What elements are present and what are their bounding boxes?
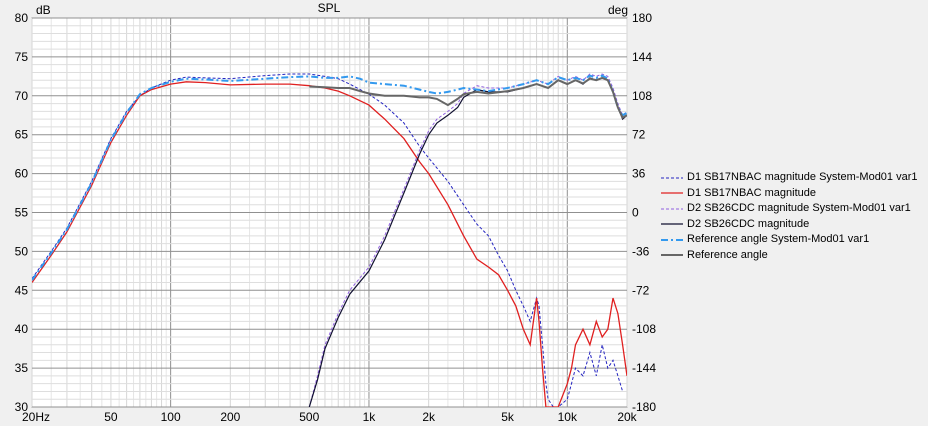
series-line-2 xyxy=(32,81,627,407)
y-left-tick-label: 35 xyxy=(15,361,29,375)
y-right-tick-label: 0 xyxy=(632,206,639,220)
y-left-tick-label: 50 xyxy=(15,244,29,258)
y-right-tick-label: -180 xyxy=(632,400,656,414)
x-tick-label: 20Hz xyxy=(22,410,50,424)
y-right-tick-label: 36 xyxy=(632,167,646,181)
legend-swatch xyxy=(661,254,683,257)
y-left-tick-label: 55 xyxy=(15,206,29,220)
legend-label: D2 SB26CDC magnitude xyxy=(687,217,810,230)
legend-label: D1 SB17NBAC magnitude System-Mod01 var1 xyxy=(687,171,918,183)
legend-item-4: D2 SB26CDC magnitude xyxy=(660,217,918,233)
legend-swatch xyxy=(661,223,683,225)
x-tick-label: 2k xyxy=(422,410,436,424)
y-left-tick-label: 30 xyxy=(15,400,29,414)
right-axis-unit: deg xyxy=(608,3,628,17)
x-tick-label: 5k xyxy=(501,410,515,424)
y-right-tick-label: -108 xyxy=(632,322,656,336)
legend-item-5: Reference angle System-Mod01 var1 xyxy=(660,232,918,248)
x-tick-label: 1k xyxy=(363,410,377,424)
x-tick-label: 10k xyxy=(558,410,578,424)
legend-swatch xyxy=(661,192,683,194)
y-left-tick-label: 70 xyxy=(15,89,29,103)
legend-label: Reference angle System-Mod01 var1 xyxy=(687,233,870,245)
legend-label: D1 SB17NBAC magnitude xyxy=(687,186,817,199)
series-line-6 xyxy=(309,76,627,119)
x-tick-label: 20k xyxy=(617,410,637,424)
legend-label: Reference angle xyxy=(687,248,768,261)
y-left-tick-label: 45 xyxy=(15,283,29,297)
legend-item-3: D2 SB26CDC magnitude System-Mod01 var1 xyxy=(660,201,918,217)
series-line-1 xyxy=(32,73,624,407)
series-line-3 xyxy=(308,73,627,407)
series-group xyxy=(32,73,627,407)
chart-title: SPL xyxy=(318,1,341,15)
legend-item-1: D1 SB17NBAC magnitude System-Mod01 var1 xyxy=(660,170,918,186)
y-left-tick-label: 75 xyxy=(15,50,29,64)
y-right-tick-label: -144 xyxy=(632,361,656,375)
legend-item-6: Reference angle xyxy=(660,248,918,264)
y-right-tick-label: 72 xyxy=(632,128,646,142)
x-tick-label: 100 xyxy=(161,410,181,424)
x-tick-label: 500 xyxy=(299,410,319,424)
tick-labels: 30 35 40 45 50 55 60 65 70 75 80 -180 -144 -108 -72 -36… xyxy=(15,11,657,424)
legend-swatch xyxy=(661,208,683,210)
x-tick-label: 200 xyxy=(220,410,240,424)
y-right-tick-label: -36 xyxy=(632,244,650,258)
left-axis-unit: dB xyxy=(36,3,51,17)
legend-item-2: D1 SB17NBAC magnitude xyxy=(660,186,918,202)
y-right-tick-label: 180 xyxy=(632,11,652,25)
x-tick-label: 50 xyxy=(104,410,118,424)
legend-swatch xyxy=(661,238,683,241)
y-right-tick-label: 108 xyxy=(632,89,652,103)
legend-swatch xyxy=(661,177,683,179)
legend-label: D2 SB26CDC magnitude System-Mod01 var1 xyxy=(687,202,911,214)
legend: D1 SB17NBAC magnitude System-Mod01 var1 D… xyxy=(660,170,918,263)
y-left-tick-label: 80 xyxy=(15,11,29,25)
y-left-tick-label: 65 xyxy=(15,128,29,142)
y-right-tick-label: 144 xyxy=(632,50,652,64)
y-left-tick-label: 60 xyxy=(15,167,29,181)
y-right-tick-label: -72 xyxy=(632,283,650,297)
y-left-tick-label: 40 xyxy=(15,322,29,336)
grid xyxy=(31,17,628,408)
